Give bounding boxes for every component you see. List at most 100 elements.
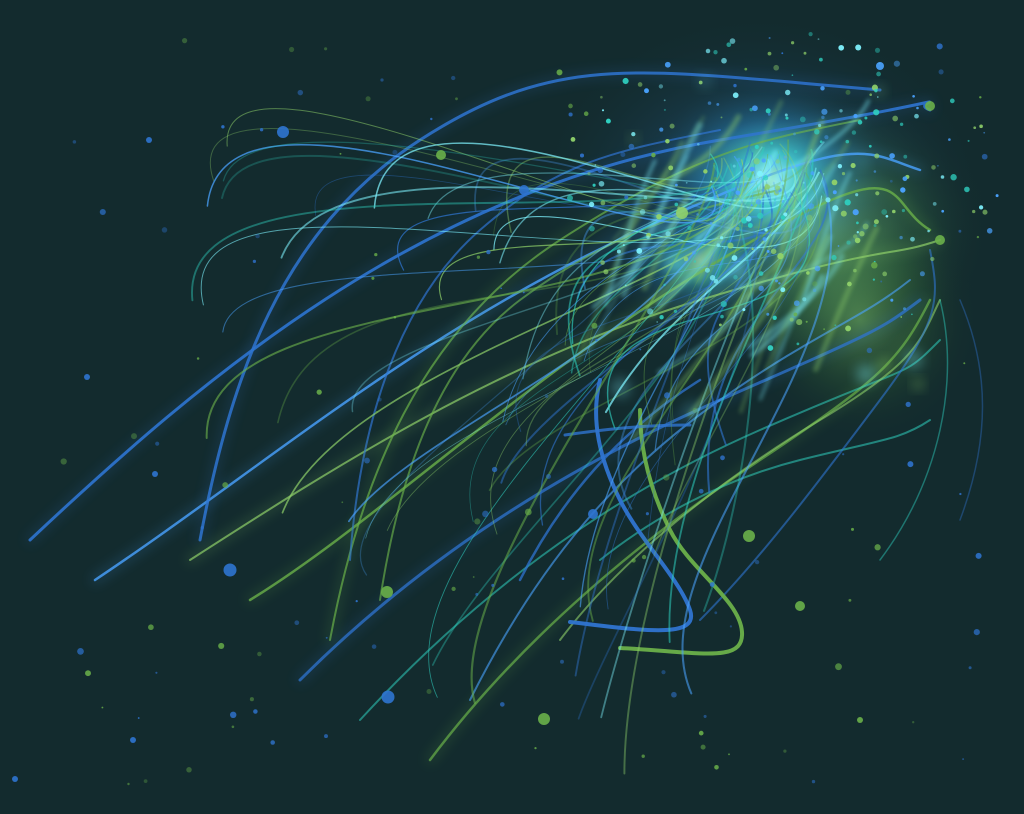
particle-dot: [935, 235, 945, 245]
particle-dot: [795, 601, 805, 611]
particle-dot: [764, 228, 768, 232]
particle-dot: [784, 197, 787, 201]
particle-dot: [631, 558, 636, 563]
particle-dot: [709, 582, 715, 587]
particle-dot: [893, 60, 901, 67]
particle-dot: [761, 158, 766, 163]
particle-dot: [777, 253, 784, 260]
particle-dot: [825, 197, 831, 203]
particle-dot: [871, 262, 878, 269]
particle-dot: [729, 38, 736, 44]
particle-dot: [824, 135, 829, 140]
particle-dot: [703, 714, 707, 718]
particle-dot: [289, 46, 295, 53]
particle-dot: [673, 309, 678, 313]
particle-dot: [218, 642, 225, 649]
particle-dot: [986, 228, 993, 234]
particle-dot: [726, 42, 732, 48]
particle-dot: [775, 279, 778, 283]
particle-dot: [937, 164, 939, 167]
light-stroke: [687, 269, 792, 418]
particle-dot: [936, 43, 943, 50]
particle-dot: [856, 364, 875, 384]
particle-dot: [641, 754, 645, 758]
particle-dot: [845, 139, 850, 144]
particle-dot: [806, 214, 813, 221]
particle-dot: [152, 471, 158, 477]
particle-dot: [339, 152, 342, 155]
particle-dot: [364, 457, 370, 464]
light-stroke: [618, 408, 745, 656]
particle-dot: [818, 123, 822, 128]
particle-dot: [857, 120, 863, 125]
particle-dot: [948, 138, 951, 141]
particle-dot: [839, 109, 843, 113]
particle-dot: [556, 69, 563, 76]
particle-dot: [807, 203, 815, 210]
particle-dot: [628, 143, 635, 150]
particle-dot: [713, 50, 718, 55]
particle-dot: [832, 205, 839, 212]
particle-dot: [687, 225, 692, 231]
particle-dot: [658, 84, 664, 89]
particle-dot: [365, 96, 371, 102]
particle-dot: [775, 159, 780, 164]
particle-dot: [967, 139, 970, 142]
particle-dot: [77, 648, 84, 655]
particle-dot: [744, 67, 748, 71]
particle-dot: [795, 220, 815, 240]
particle-dot: [223, 563, 237, 577]
particle-dot: [655, 222, 670, 237]
particle-dot: [729, 625, 733, 628]
particle-dot: [855, 193, 859, 197]
particle-dot: [912, 721, 915, 724]
particle-dot: [622, 244, 625, 247]
particle-dot: [324, 734, 328, 739]
particle-dot: [324, 47, 328, 51]
light-stroke: [641, 192, 691, 291]
particle-dot: [500, 287, 503, 290]
particle-dot: [639, 348, 642, 351]
particle-dot: [754, 144, 759, 150]
particle-dot: [932, 202, 937, 206]
particle-dot: [253, 709, 258, 714]
particle-dot: [709, 275, 716, 281]
particle-dot: [821, 115, 825, 120]
particle-dot: [663, 99, 666, 102]
light-stroke: [506, 156, 723, 234]
particle-dot: [910, 236, 915, 242]
particle-dot: [231, 725, 235, 729]
particle-dot: [671, 691, 677, 698]
particle-dot: [783, 749, 787, 753]
light-stroke: [205, 170, 754, 439]
particle-dot: [663, 283, 666, 287]
particle-dot: [588, 509, 598, 519]
particle-dot: [855, 179, 858, 182]
light-stroke: [200, 173, 825, 306]
particle-dot: [636, 247, 643, 254]
particle-dot: [731, 255, 738, 261]
particle-dot: [709, 221, 713, 225]
light-stroke: [91, 149, 924, 584]
particle-dot: [601, 109, 605, 112]
particle-dot: [794, 149, 798, 154]
particle-dot: [594, 164, 597, 166]
particle-dot: [845, 325, 852, 332]
particle-dot: [664, 392, 671, 399]
particle-dot: [786, 220, 789, 223]
light-stroke: [756, 99, 871, 187]
light-stroke: [656, 292, 752, 374]
particle-dot: [875, 191, 880, 196]
particle-dot: [876, 62, 884, 70]
particle-dot: [927, 229, 930, 233]
particle-dot: [930, 256, 935, 262]
particle-dot: [222, 482, 229, 488]
particle-dot: [713, 176, 718, 182]
particle-dot: [841, 171, 846, 176]
particle-dot: [127, 782, 130, 786]
particle-dot: [181, 37, 188, 44]
particle-dot: [524, 508, 532, 516]
light-stroke: [725, 195, 828, 317]
particle-dot: [603, 269, 609, 275]
